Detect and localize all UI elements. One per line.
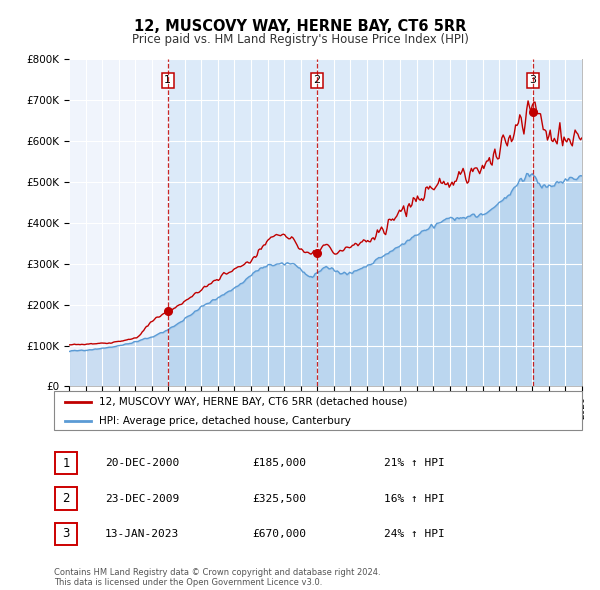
Bar [533,59,582,386]
Text: HPI: Average price, detached house, Canterbury: HPI: Average price, detached house, Cant… [99,416,351,426]
Text: Contains HM Land Registry data © Crown copyright and database right 2024.: Contains HM Land Registry data © Crown c… [54,568,380,577]
Text: £185,000: £185,000 [252,458,306,468]
Text: 2: 2 [62,492,70,505]
FancyBboxPatch shape [55,452,77,474]
Text: 16% ↑ HPI: 16% ↑ HPI [384,494,445,503]
Text: 13-JAN-2023: 13-JAN-2023 [105,529,179,539]
Bar [168,59,317,386]
Text: 24% ↑ HPI: 24% ↑ HPI [384,529,445,539]
Text: 20-DEC-2000: 20-DEC-2000 [105,458,179,468]
FancyBboxPatch shape [55,523,77,545]
Text: Price paid vs. HM Land Registry's House Price Index (HPI): Price paid vs. HM Land Registry's House … [131,33,469,46]
FancyBboxPatch shape [54,391,582,430]
Text: £325,500: £325,500 [252,494,306,503]
FancyBboxPatch shape [55,487,77,510]
Text: 12, MUSCOVY WAY, HERNE BAY, CT6 5RR (detached house): 12, MUSCOVY WAY, HERNE BAY, CT6 5RR (det… [99,397,407,407]
Text: £670,000: £670,000 [252,529,306,539]
Text: 21% ↑ HPI: 21% ↑ HPI [384,458,445,468]
Text: This data is licensed under the Open Government Licence v3.0.: This data is licensed under the Open Gov… [54,578,322,587]
Text: 3: 3 [530,76,536,86]
Text: 3: 3 [62,527,70,540]
Text: 12, MUSCOVY WAY, HERNE BAY, CT6 5RR: 12, MUSCOVY WAY, HERNE BAY, CT6 5RR [134,19,466,34]
Text: 1: 1 [62,457,70,470]
Text: 2: 2 [313,76,320,86]
Text: 23-DEC-2009: 23-DEC-2009 [105,494,179,503]
Bar [317,59,533,386]
Text: 1: 1 [164,76,171,86]
